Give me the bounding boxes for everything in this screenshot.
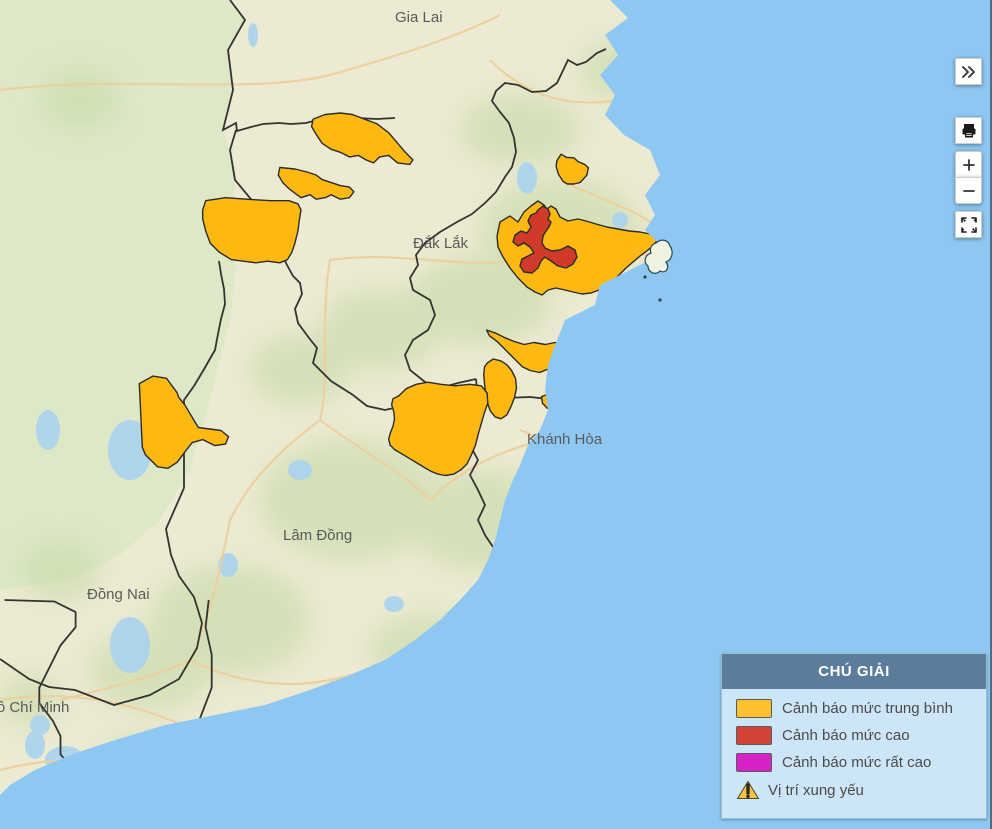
svg-text:Khánh Hòa: Khánh Hòa (527, 431, 603, 448)
svg-text:Đắk Lắk: Đắk Lắk (413, 235, 469, 252)
svg-text:Lâm Đồng: Lâm Đồng (283, 527, 352, 544)
svg-text:Hồ Chí Minh: Hồ Chí Minh (0, 699, 69, 716)
svg-text:Gia Lai: Gia Lai (395, 9, 443, 26)
svg-text:Đồng Nai: Đồng Nai (87, 586, 150, 603)
